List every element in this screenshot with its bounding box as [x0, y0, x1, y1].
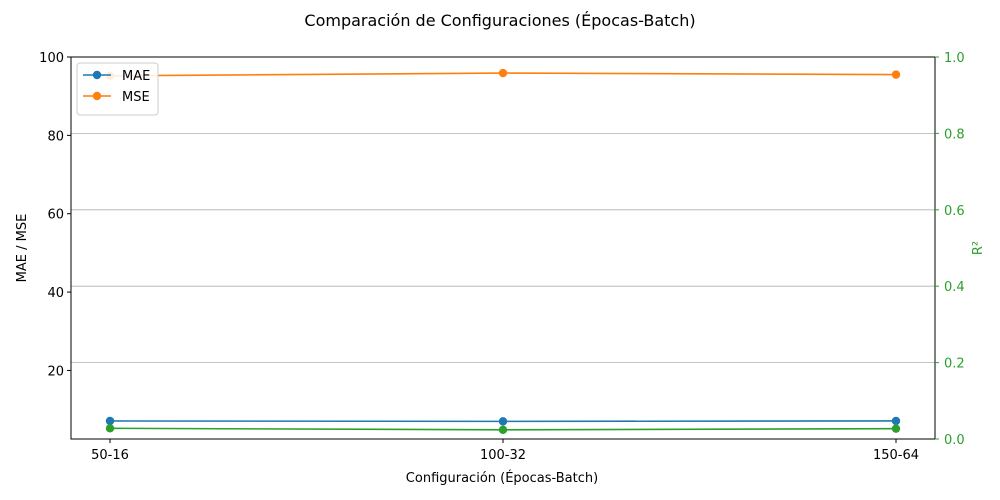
data-point: [891, 416, 901, 426]
y-tick-label-left: 20: [47, 364, 64, 379]
data-point: [891, 70, 901, 79]
grid: [71, 132, 935, 364]
data-point: [498, 417, 508, 426]
x-tick-label: 150-64: [873, 448, 919, 463]
plot-frame: [70, 56, 936, 440]
axes: 20 40 60 80 100 0.0 0.2 0.4 0.6 0.8 1.0 50-16 100-32…: [39, 51, 965, 463]
legend-label: MSE: [122, 90, 150, 105]
x-axis-label: Configuración (Épocas-Batch): [406, 470, 598, 486]
legend-marker: [92, 91, 102, 101]
y-tick-label-right: 0.0: [944, 433, 965, 448]
y-tick-label-left: 40: [47, 286, 64, 301]
y-tick-label-left: 100: [39, 51, 64, 66]
legend-label: MAE: [122, 69, 150, 84]
data-point: [498, 425, 508, 435]
legend: MAE MSE: [76, 62, 159, 116]
y-tick-label-right: 0.8: [944, 127, 965, 142]
data-point: [105, 424, 115, 433]
series-layer: [105, 68, 901, 435]
y-axis-label-left: MAE / MSE: [15, 214, 30, 283]
y-tick-label-right: 1.0: [944, 51, 965, 66]
y-tick-label-left: 80: [47, 129, 64, 144]
y-axis-label-right: R²: [971, 241, 986, 255]
x-tick-label: 50-16: [91, 448, 129, 463]
y-tick-label-left: 60: [47, 208, 64, 223]
y-tick-label-right: 0.4: [944, 280, 965, 295]
x-tick-label: 100-32: [480, 448, 526, 463]
data-point: [891, 424, 901, 433]
y-tick-label-right: 0.2: [944, 357, 965, 372]
y-tick-label-right: 0.6: [944, 204, 965, 219]
data-point: [105, 416, 115, 426]
data-point: [498, 68, 508, 78]
legend-marker: [92, 70, 102, 80]
chart-title: Comparación de Configuraciones (Épocas-B…: [304, 11, 695, 30]
